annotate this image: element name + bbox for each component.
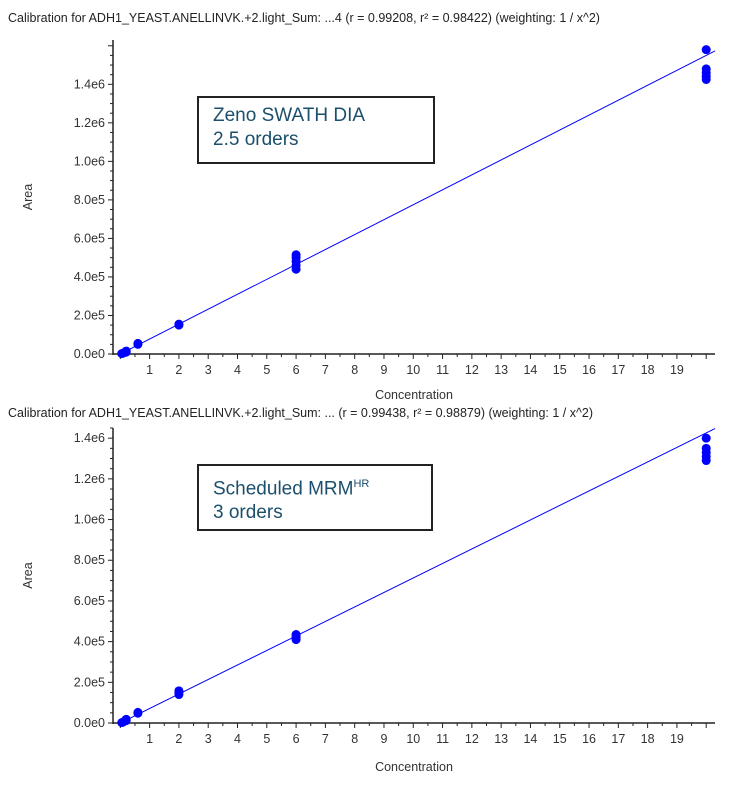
- y-tick-label: 8.0e5: [74, 193, 105, 207]
- x-tick-label: 5: [263, 363, 270, 377]
- y-axis-label: Area: [21, 184, 35, 210]
- x-tick-label: 10: [406, 732, 420, 746]
- data-point: [701, 64, 711, 74]
- data-point: [291, 250, 301, 260]
- x-tick-label: 12: [465, 732, 479, 746]
- data-point: [174, 319, 184, 329]
- x-tick-label: 15: [553, 363, 567, 377]
- data-point: [701, 433, 711, 443]
- x-tick-label: 3: [205, 732, 212, 746]
- x-tick-label: 14: [523, 732, 537, 746]
- x-tick-label: 13: [494, 363, 508, 377]
- y-tick-label: 0.0e0: [74, 347, 105, 361]
- x-tick-label: 12: [465, 363, 479, 377]
- y-tick-label: 4.0e5: [74, 635, 105, 649]
- data-point: [174, 686, 184, 696]
- data-point: [133, 338, 143, 348]
- annotation-box-mrm: Scheduled MRMHR 3 orders: [197, 464, 433, 531]
- y-tick-label: 1.4e6: [74, 431, 105, 445]
- x-tick-label: 18: [641, 363, 655, 377]
- data-point: [133, 707, 143, 717]
- x-tick-label: 8: [351, 363, 358, 377]
- x-axis-label: Concentration: [375, 388, 453, 402]
- x-tick-label: 18: [641, 732, 655, 746]
- x-tick-label: 1: [146, 363, 153, 377]
- annotation-box-zeno: Zeno SWATH DIA 2.5 orders: [197, 96, 435, 164]
- annotation-sup: HR: [353, 478, 370, 490]
- y-tick-label: 6.0e5: [74, 594, 105, 608]
- x-tick-label: 6: [293, 363, 300, 377]
- annotation-line1: Scheduled MRMHR: [213, 472, 417, 501]
- x-tick-label: 9: [380, 732, 387, 746]
- y-tick-label: 1.0e6: [74, 513, 105, 527]
- x-tick-label: 16: [582, 363, 596, 377]
- x-tick-label: 8: [351, 732, 358, 746]
- x-tick-label: 13: [494, 732, 508, 746]
- x-tick-label: 4: [234, 732, 241, 746]
- y-tick-label: 1.4e6: [74, 77, 105, 91]
- y-tick-label: 2.0e5: [74, 308, 105, 322]
- x-tick-label: 19: [670, 363, 684, 377]
- annotation-line2: 2.5 orders: [213, 129, 299, 150]
- x-tick-label: 7: [322, 732, 329, 746]
- annotation-line2: 3 orders: [213, 502, 283, 524]
- x-tick-label: 19: [670, 732, 684, 746]
- x-tick-label: 17: [611, 732, 625, 746]
- chart-title: Calibration for ADH1_YEAST.ANELLINVK.+2.…: [8, 406, 593, 420]
- annotation-line1: Zeno SWATH DIA: [213, 105, 366, 126]
- x-tick-label: 2: [175, 363, 182, 377]
- x-tick-label: 6: [293, 732, 300, 746]
- x-tick-label: 2: [175, 732, 182, 746]
- y-tick-label: 0.0e0: [74, 716, 105, 730]
- y-tick-label: 1.0e6: [74, 154, 105, 168]
- fit-line: [120, 50, 716, 355]
- x-tick-label: 7: [322, 363, 329, 377]
- data-point: [701, 45, 711, 55]
- x-tick-label: 9: [380, 363, 387, 377]
- x-tick-label: 5: [263, 732, 270, 746]
- data-point: [291, 630, 301, 639]
- y-tick-label: 8.0e5: [74, 553, 105, 567]
- y-axis-label: Area: [21, 562, 35, 588]
- x-tick-label: 11: [436, 732, 449, 746]
- y-tick-label: 1.2e6: [74, 116, 105, 130]
- x-axis-label: Concentration: [375, 760, 453, 774]
- x-tick-label: 10: [406, 363, 420, 377]
- x-tick-label: 17: [611, 363, 625, 377]
- y-tick-label: 6.0e5: [74, 231, 105, 245]
- x-tick-label: 1: [146, 732, 153, 746]
- chart-title: Calibration for ADH1_YEAST.ANELLINVK.+2.…: [8, 11, 600, 25]
- fit-line: [120, 428, 716, 724]
- annotation-text: Scheduled MRM: [213, 478, 354, 500]
- x-tick-label: 4: [234, 363, 241, 377]
- y-tick-label: 2.0e5: [74, 675, 105, 689]
- data-point: [121, 714, 131, 724]
- x-tick-label: 16: [582, 732, 596, 746]
- data-point: [701, 443, 711, 453]
- data-point: [121, 346, 131, 356]
- x-tick-label: 11: [436, 363, 449, 377]
- x-tick-label: 14: [523, 363, 537, 377]
- x-tick-label: 15: [553, 732, 567, 746]
- y-tick-label: 1.2e6: [74, 472, 105, 486]
- x-tick-label: 3: [205, 363, 212, 377]
- y-tick-label: 4.0e5: [74, 270, 105, 284]
